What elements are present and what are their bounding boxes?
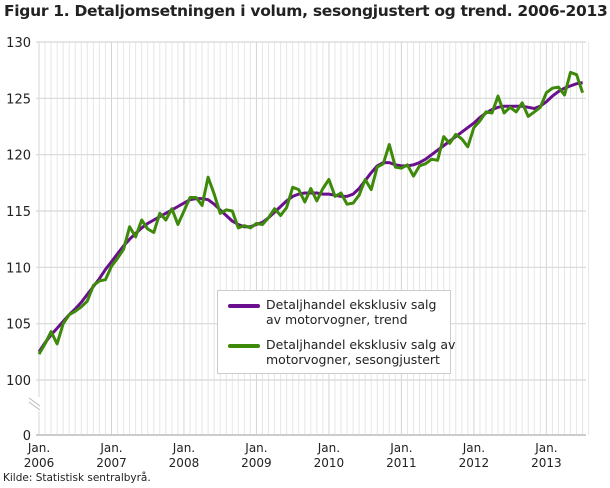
x-tick-label-year: 2011 [386, 456, 417, 470]
x-tick-label-month: Jan. [27, 441, 50, 455]
y-tick-label: 125 [6, 92, 31, 107]
x-tick-label-year: 2012 [459, 456, 490, 470]
axis-break-gap [28, 397, 42, 411]
x-tick-label-month: Jan. [172, 441, 195, 455]
series-line-sesongjustert [37, 70, 585, 355]
x-tick-label-month: Jan. [389, 441, 412, 455]
legend-swatch-trend [228, 304, 260, 308]
y-tick-label: 115 [6, 205, 31, 220]
y-tick-label: 110 [6, 261, 31, 276]
x-tick-label-year: 2010 [314, 456, 345, 470]
x-tick-label-year: 2013 [531, 456, 562, 470]
y-tick-label: 100 [6, 374, 31, 389]
legend-label-sesongjustert: Detaljhandel eksklusiv salg av motorvogn… [266, 337, 456, 367]
y-tick-label: 0 [23, 429, 31, 444]
axis-break-mark [28, 401, 41, 411]
y-tick-label: 120 [6, 149, 31, 164]
x-tick-label-month: Jan. [244, 441, 267, 455]
x-tick-label-year: 2009 [241, 456, 272, 470]
x-tick-label-month: Jan. [534, 441, 557, 455]
legend: Detaljhandel eksklusiv salg av motorvogn… [217, 290, 455, 374]
y-tick-label: 130 [6, 36, 31, 51]
axis-break-mark [28, 397, 41, 407]
x-tick-label-year: 2006 [24, 456, 55, 470]
x-tick-label-year: 2007 [96, 456, 127, 470]
legend-item-sesongjustert: Detaljhandel eksklusiv salg av motorvogn… [228, 337, 456, 367]
x-tick-label-month: Jan. [99, 441, 122, 455]
legend-swatch-sesongjustert [228, 344, 260, 348]
legend-item-trend: Detaljhandel eksklusiv salg av motorvogn… [228, 297, 446, 327]
legend-label-trend: Detaljhandel eksklusiv salg av motorvogn… [266, 297, 437, 327]
x-tick-label-year: 2008 [169, 456, 200, 470]
x-tick-label-month: Jan. [462, 441, 485, 455]
chart-title: Figur 1. Detaljomsetningen i volum, seso… [4, 2, 608, 20]
y-tick-label: 105 [6, 318, 31, 333]
source-note: Kilde: Statistisk sentralbyrå. [3, 472, 151, 484]
x-tick-label-month: Jan. [317, 441, 340, 455]
